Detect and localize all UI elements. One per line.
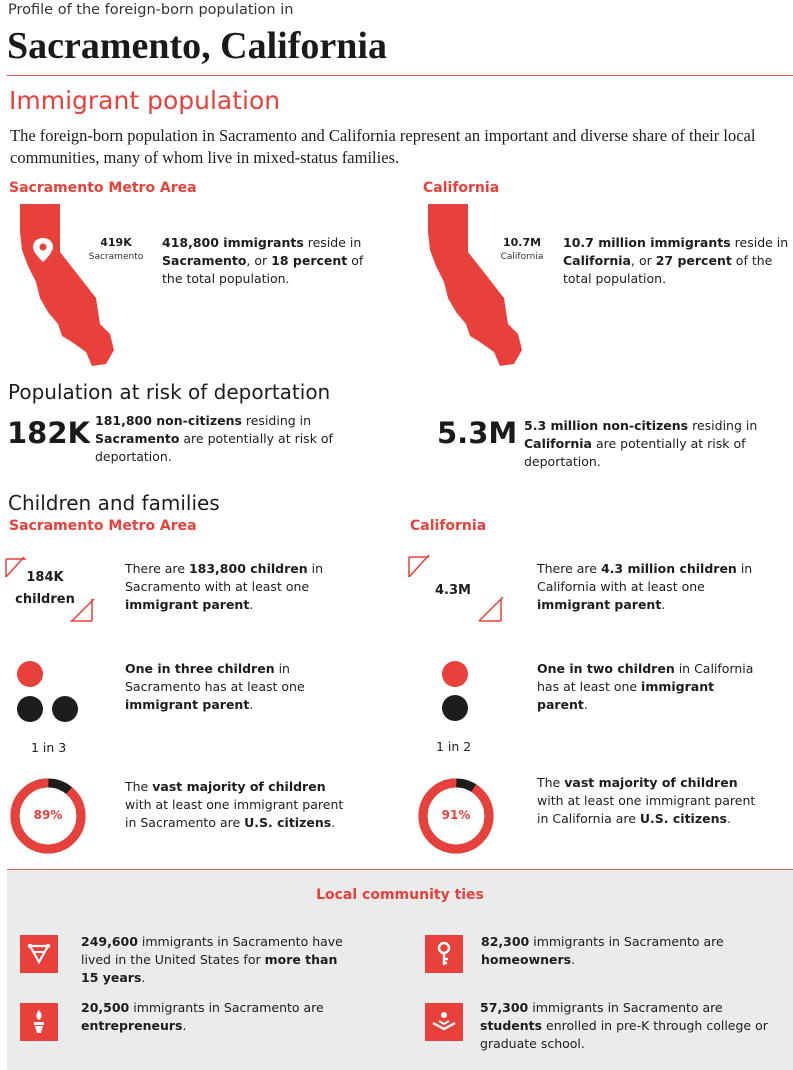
metro-citizen-donut: [10, 778, 86, 854]
page-kicker: Profile of the foreign-born population i…: [8, 2, 294, 18]
community-ties-divider: [7, 869, 793, 870]
book-icon: [425, 1003, 463, 1041]
ratio-dot-highlight: [442, 661, 468, 687]
state-citizen-donut: [418, 778, 494, 854]
community-ties-heading: Local community ties: [316, 887, 484, 903]
section-heading-deportation: Population at risk of deportation: [8, 380, 331, 404]
intro-paragraph: The foreign-born population in Sacrament…: [10, 126, 756, 167]
ratio-dot: [52, 696, 78, 722]
state-immigrants-caption: California: [500, 252, 544, 262]
state-deportation-figure: 5.3M: [437, 416, 518, 450]
metro-ratio-label: 1 in 3: [31, 740, 67, 755]
state-children-figure: 4.3M: [435, 583, 471, 598]
metro-immigrants-text: 418,800 immigrants reside in Sacramento,…: [162, 235, 364, 286]
tie-item-entrepreneurs: 20,500 immigrants in Sacramento are entr…: [81, 1000, 324, 1033]
section-heading-immigrant-population: Immigrant population: [9, 86, 281, 115]
state-immigrants-figure: 10.7M: [502, 236, 542, 249]
metro-children-bracket-icon: [5, 556, 95, 622]
metro-children-figure: 184K children: [15, 570, 75, 607]
metro-deportation-text: 181,800 non-citizens residing in Sacrame…: [95, 413, 333, 464]
ratio-dot: [17, 696, 43, 722]
metro-citizen-pct: 89%: [33, 808, 63, 822]
state-label: California: [423, 180, 500, 196]
tie-item-students: 57,300 immigrants in Sacramento are stud…: [480, 1000, 768, 1051]
location-pin-icon: [33, 238, 53, 262]
california-map-icon: [20, 204, 114, 366]
metro-deportation-figure: 182K: [7, 416, 91, 450]
children-metro-label: Sacramento Metro Area: [9, 518, 197, 534]
state-deportation-text: 5.3 million non-citizens residing in Cal…: [524, 418, 758, 469]
ratio-dot-highlight: [17, 661, 43, 687]
tie-item-homeowners: 82,300 immigrants in Sacramento are home…: [481, 934, 724, 967]
tie-item-residency: 249,600 immigrants in Sacramento have li…: [81, 934, 343, 985]
state-ratio-label: 1 in 2: [436, 739, 472, 754]
torch-icon: [20, 1003, 58, 1041]
state-citizen-pct: 91%: [441, 808, 471, 822]
page-title: Sacramento, California: [7, 25, 387, 67]
metro-children-text: There are 183,800 children in Sacramento…: [125, 561, 323, 612]
state-children-text: There are 4.3 million children in Califo…: [537, 561, 753, 612]
state-citizen-arc: [418, 778, 494, 854]
metro-immigrants-caption: Sacramento: [88, 252, 144, 262]
header-divider: [7, 75, 793, 76]
metro-area-label: Sacramento Metro Area: [9, 180, 197, 196]
metro-citizen-text: The vast majority of children with at le…: [125, 779, 344, 830]
children-state-label: California: [410, 518, 487, 534]
state-immigrants-text: 10.7 million immigrants reside in Califo…: [563, 235, 789, 286]
state-ratio-text: One in two children in California has at…: [537, 661, 754, 712]
ratio-dot: [442, 695, 468, 721]
state-citizen-text: The vast majority of children with at le…: [537, 775, 756, 826]
metro-ratio-text: One in three children in Sacramento has …: [125, 661, 305, 712]
timeline-icon: [20, 935, 58, 973]
state-children-bracket-icon: [408, 554, 504, 622]
community-ties-panel: [7, 870, 793, 1070]
california-state-map-icon: [428, 204, 522, 366]
section-heading-children: Children and families: [8, 491, 220, 515]
metro-immigrants-figure: 419K: [100, 236, 132, 249]
key-icon: [425, 935, 463, 973]
